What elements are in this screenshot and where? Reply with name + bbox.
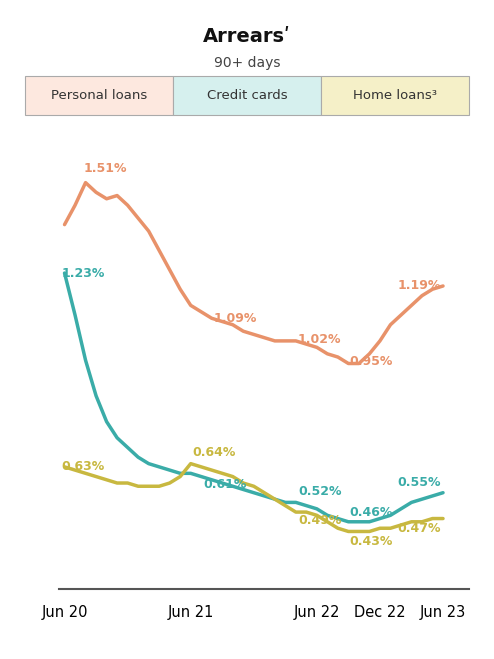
Text: Home loans³: Home loans³: [353, 89, 437, 102]
Text: 0.47%: 0.47%: [397, 523, 441, 535]
Text: 90+ days: 90+ days: [214, 55, 280, 70]
Text: 1.09%: 1.09%: [214, 312, 257, 325]
Text: 0.43%: 0.43%: [349, 534, 393, 548]
Text: 0.49%: 0.49%: [298, 514, 341, 527]
Text: 0.95%: 0.95%: [349, 355, 393, 368]
Text: 0.52%: 0.52%: [298, 484, 341, 498]
Text: 1.23%: 1.23%: [61, 267, 105, 279]
Text: 1.19%: 1.19%: [398, 279, 441, 293]
Text: 1.51%: 1.51%: [83, 161, 127, 175]
Text: 0.46%: 0.46%: [349, 505, 393, 519]
Text: 0.63%: 0.63%: [61, 461, 105, 473]
Text: Personal loans: Personal loans: [51, 89, 147, 102]
Text: 1.02%: 1.02%: [298, 333, 341, 346]
Text: Arrearsʹ: Arrearsʹ: [203, 27, 291, 45]
Text: 0.55%: 0.55%: [397, 476, 441, 489]
Text: 0.64%: 0.64%: [193, 445, 236, 459]
Text: Credit cards: Credit cards: [206, 89, 288, 102]
Text: 0.61%: 0.61%: [204, 478, 247, 491]
